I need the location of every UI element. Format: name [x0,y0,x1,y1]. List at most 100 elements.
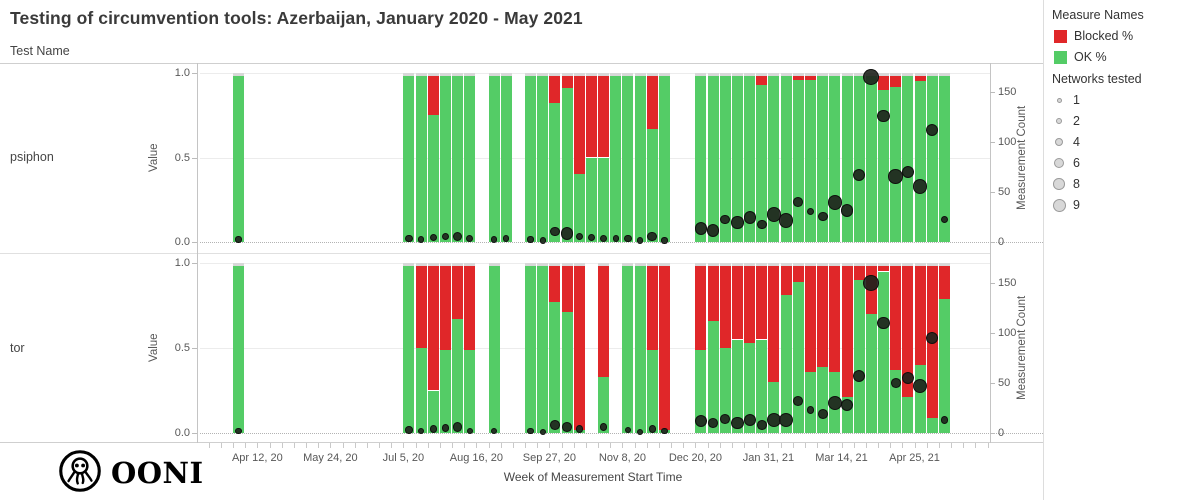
bar-ok-segment[interactable] [829,76,841,242]
measurement-dot[interactable] [550,226,560,237]
bar-ok-segment[interactable] [878,271,889,433]
bar-ok-segment[interactable] [634,76,646,242]
bar-blocked-segment[interactable] [841,266,853,398]
measurement-dot[interactable] [429,233,437,242]
bar-ok-segment[interactable] [622,76,634,242]
bar-ok-segment[interactable] [403,266,415,433]
bar-ok-segment[interactable] [865,76,877,242]
measurement-dot[interactable] [452,422,463,432]
measurement-dot[interactable] [793,196,804,207]
legend-network-size-item[interactable]: 4 [1052,134,1080,150]
bar-ok-segment[interactable] [658,76,670,242]
bar-ok-segment[interactable] [853,280,865,433]
measurement-dot[interactable] [562,422,572,432]
bar-ok-segment[interactable] [756,84,768,242]
bar-ok-segment[interactable] [804,79,816,242]
measurement-dot[interactable] [926,331,939,345]
measurement-dot[interactable] [806,406,815,414]
measurement-dot[interactable] [235,236,242,243]
measurement-dot[interactable] [417,427,425,435]
legend-network-size-item[interactable]: 1 [1052,92,1080,108]
bar-blocked-segment[interactable] [585,76,597,158]
measurement-dot[interactable] [940,416,949,424]
bar-blocked-segment[interactable] [707,266,719,321]
bar-ok-segment[interactable] [914,81,926,242]
measurement-dot[interactable] [901,165,914,178]
bar-blocked-segment[interactable] [573,266,585,430]
measurement-dot[interactable] [827,195,843,210]
bar-ok-segment[interactable] [926,417,938,433]
measurement-dot[interactable] [661,237,668,244]
measurement-dot[interactable] [624,426,632,434]
measurement-dot[interactable] [637,428,644,436]
bar-ok-segment[interactable] [792,79,804,242]
bar-ok-segment[interactable] [439,349,451,433]
bar-ok-segment[interactable] [780,76,792,242]
bar-blocked-segment[interactable] [792,266,804,282]
measurement-dot[interactable] [550,420,560,430]
measurement-dot[interactable] [877,109,890,122]
measurement-dot[interactable] [441,424,450,432]
legend-item-ok[interactable]: OK % [1054,50,1107,64]
measurement-dot[interactable] [429,425,437,433]
measurement-dot[interactable] [539,237,546,244]
bar-ok-segment[interactable] [914,365,926,433]
bar-ok-segment[interactable] [744,76,756,242]
bar-ok-segment[interactable] [452,319,464,433]
bar-blocked-segment[interactable] [804,76,816,80]
bar-blocked-segment[interactable] [780,266,792,296]
bar-ok-segment[interactable] [549,302,561,433]
bar-blocked-segment[interactable] [695,266,707,350]
legend-network-size-item[interactable]: 8 [1052,176,1080,192]
measurement-dot[interactable] [840,398,854,412]
measurement-dot[interactable] [863,275,880,291]
bar-ok-segment[interactable] [768,382,780,433]
measurement-dot[interactable] [793,396,804,406]
measurement-dot[interactable] [756,420,767,430]
bar-blocked-segment[interactable] [452,266,464,320]
bar-ok-segment[interactable] [817,76,829,242]
measurement-dot[interactable] [840,204,854,217]
bar-ok-segment[interactable] [841,76,853,242]
bar-blocked-segment[interactable] [731,266,743,340]
legend-item-blocked[interactable]: Blocked % [1054,29,1133,43]
measurement-dot[interactable] [405,234,413,243]
bar-ok-segment[interactable] [938,298,950,433]
measurement-dot[interactable] [694,222,708,235]
measurement-dot[interactable] [888,169,903,184]
bar-ok-segment[interactable] [561,88,573,242]
bar-blocked-segment[interactable] [598,76,610,158]
measurement-dot[interactable] [575,232,583,241]
measurement-dot[interactable] [912,378,928,394]
measurement-dot[interactable] [490,236,498,243]
bar-blocked-segment[interactable] [890,76,902,87]
measurement-dot[interactable] [817,211,828,222]
measurement-dot[interactable] [503,235,510,242]
bar-ok-segment[interactable] [926,76,938,242]
measurement-dot[interactable] [527,236,534,243]
bar-ok-segment[interactable] [464,76,476,242]
legend-network-size-item[interactable]: 9 [1052,197,1080,213]
bar-ok-segment[interactable] [756,339,768,433]
bar-ok-segment[interactable] [427,115,439,242]
bar-ok-segment[interactable] [561,312,573,433]
measurement-dot[interactable] [648,425,656,433]
measurement-dot[interactable] [612,235,619,242]
bar-blocked-segment[interactable] [719,266,731,348]
measurement-dot[interactable] [539,428,546,436]
measurement-dot[interactable] [466,427,473,435]
bar-blocked-segment[interactable] [914,266,926,365]
bar-ok-segment[interactable] [537,76,549,242]
bar-ok-segment[interactable] [768,76,780,242]
measurement-dot[interactable] [466,234,474,243]
legend-network-size-item[interactable]: 2 [1052,113,1080,129]
measurement-dot[interactable] [853,168,866,181]
bar-blocked-segment[interactable] [756,266,768,340]
measurement-dot[interactable] [720,214,731,225]
bar-ok-segment[interactable] [890,86,902,242]
measurement-dot[interactable] [527,427,534,435]
bar-ok-segment[interactable] [488,76,500,242]
bar-blocked-segment[interactable] [549,76,561,104]
measurement-dot[interactable] [877,316,890,330]
measurement-dot[interactable] [560,227,574,240]
